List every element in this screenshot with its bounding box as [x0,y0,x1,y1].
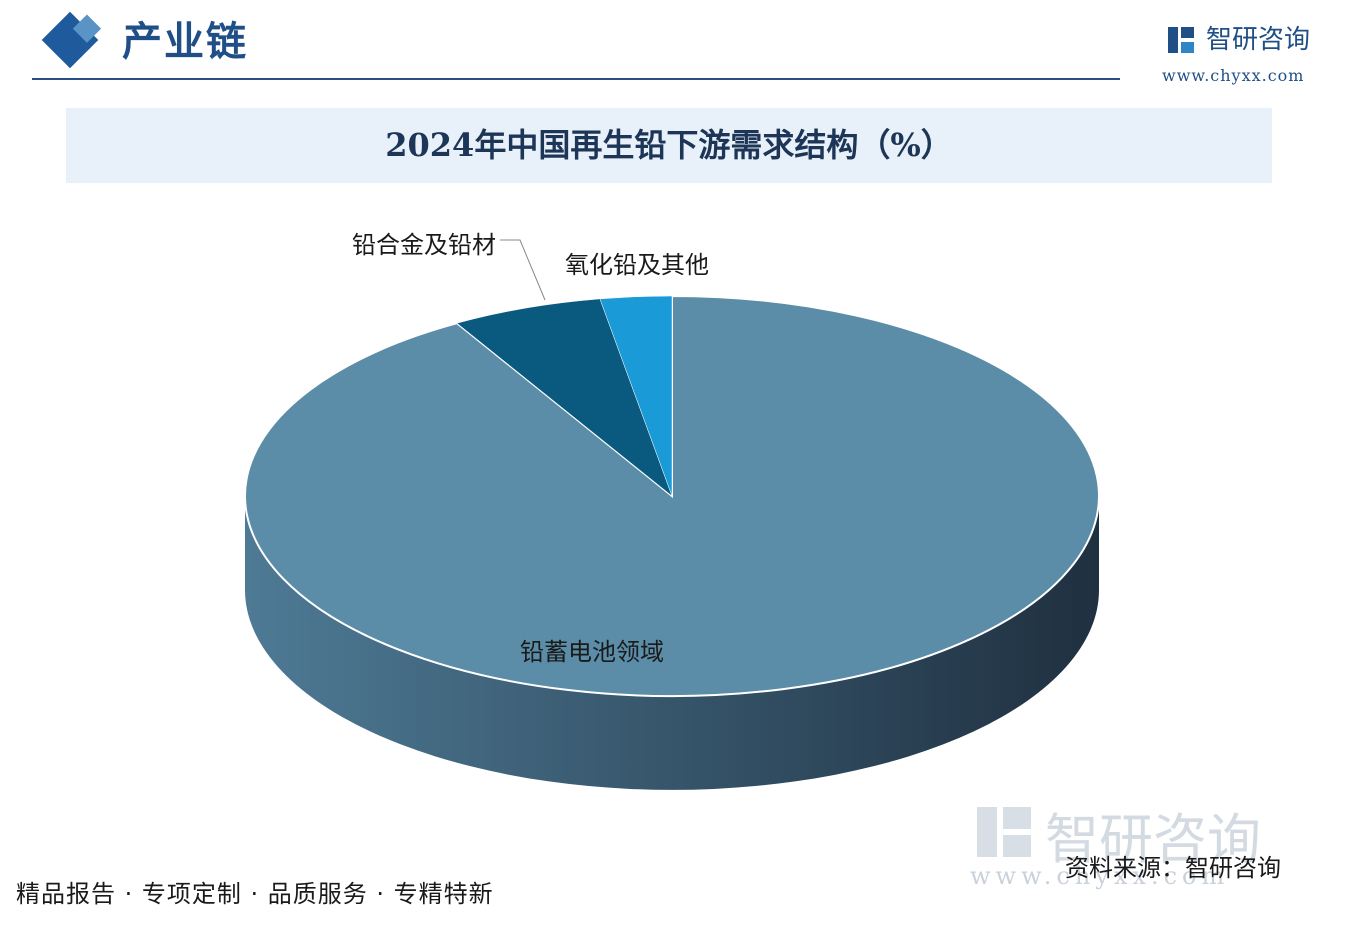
watermark-url: www.chyxx.com [970,862,1230,890]
pie-slice-label-2: 铅合金及铅材 [352,231,496,259]
footer-slogan: 精品报告 · 专项定制 · 品质服务 · 专精特新 [16,880,494,908]
watermark-logo-icon [977,807,1031,857]
brand-name: 智研咨询 [1206,25,1311,55]
pie-slice-label-3: 氧化铅及其他 [565,251,709,279]
leader-line-2 [500,239,546,301]
pie-side-face [245,496,1099,790]
brand-url[interactable]: www.chyxx.com [1162,66,1305,85]
section-title: 产业链 [122,19,248,65]
pie-slice-label-1: 铅蓄电池领域 [520,638,664,666]
watermark-name: 智研咨询 [1045,808,1261,871]
chart-title: 2024年中国再生铅下游需求结构（%） [385,126,953,164]
pie-slice-3 [599,295,673,497]
chart-title-band [66,108,1272,183]
pie-side-wall [245,496,1099,790]
pie-slice-2 [456,298,673,497]
source-text: 资料来源：智研咨询 [1065,854,1281,882]
brand-logo-icon [1168,27,1194,53]
header-divider [32,78,1120,80]
